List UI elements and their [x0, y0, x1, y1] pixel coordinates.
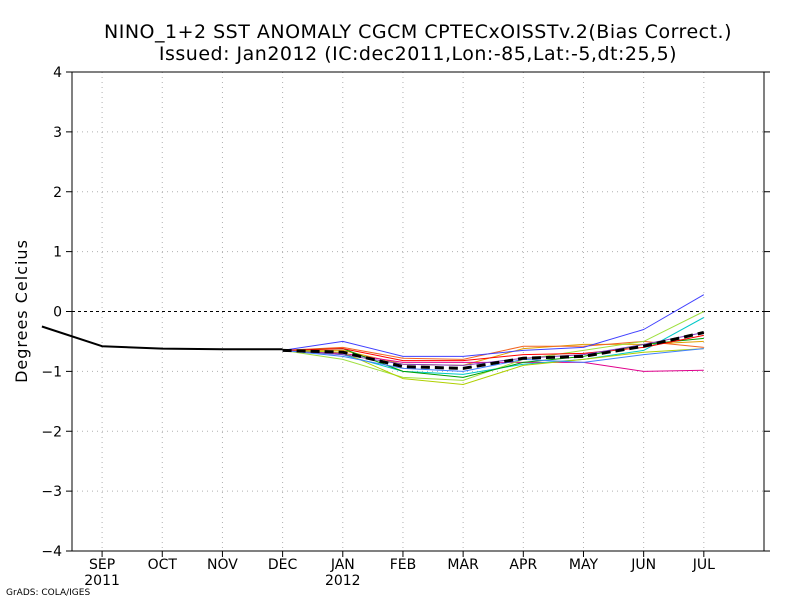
x-tick-label: OCT	[148, 557, 178, 573]
grads-credit: GrADS: COLA/IGES	[6, 588, 91, 598]
y-tick-label: 3	[53, 125, 62, 141]
y-tick-label: 0	[53, 305, 62, 321]
x-tick-label: JUN	[630, 557, 656, 573]
y-ticks: −4 −3 −2 −1 0 1 2 3 4	[41, 65, 770, 560]
series-line-member-6	[282, 317, 705, 375]
y-tick-label: 4	[53, 65, 62, 81]
series-line-ensemble-mean	[282, 331, 705, 370]
series-line-member-2	[282, 340, 704, 360]
x-tick-year: 2011	[84, 573, 120, 589]
series-line-member-11	[282, 348, 704, 372]
x-tick-label: JUL	[692, 557, 715, 573]
x-tick-label: FEB	[390, 557, 417, 573]
x-tick-label: NOV	[207, 557, 238, 573]
series-line-observed	[41, 325, 283, 351]
y-tick-label: −3	[41, 484, 62, 500]
x-tick-label: MAR	[447, 557, 479, 573]
y-tick-label: −2	[41, 424, 62, 440]
chart-title: NINO_1+2 SST ANOMALY CGCM CPTECxOISSTv.2…	[104, 21, 732, 43]
y-tick-label: −1	[41, 364, 62, 380]
grid	[72, 72, 764, 551]
y-axis-label: Degrees Celcius	[12, 239, 31, 383]
x-tick-label: APR	[509, 557, 537, 573]
x-tick-label: SEP	[89, 557, 115, 573]
series-group	[41, 294, 705, 385]
x-tick-label: JAN	[330, 557, 355, 573]
series-line-member-3	[282, 294, 705, 357]
x-tick-label: MAY	[569, 557, 599, 573]
y-tick-label: −4	[41, 544, 62, 560]
x-tick-year: 2012	[325, 573, 361, 589]
x-tick-label: DEC	[268, 557, 298, 573]
y-tick-label: 2	[53, 185, 62, 201]
chart-subtitle: Issued: Jan2012 (IC:dec2011,Lon:-85,Lat:…	[159, 43, 677, 65]
y-tick-label: 1	[53, 245, 62, 261]
